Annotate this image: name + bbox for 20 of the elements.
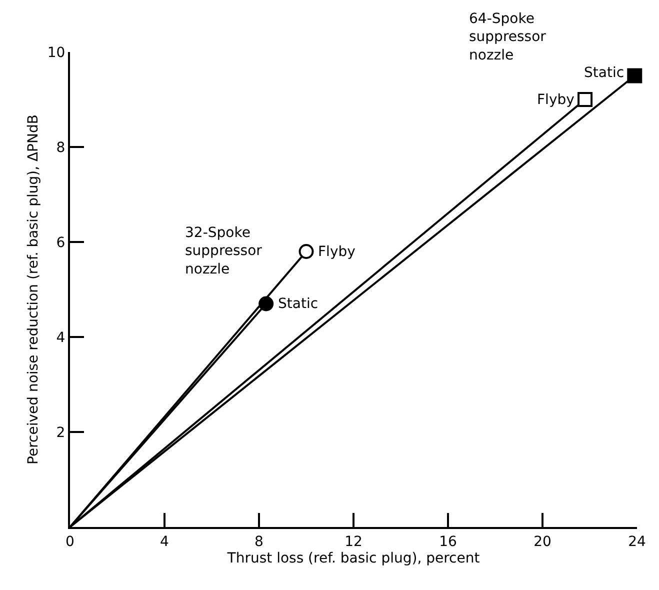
x-tick-label: 12 — [344, 534, 362, 550]
annotation: Flyby — [537, 92, 574, 108]
x-tick-label: 4 — [160, 534, 170, 550]
x-tick-label: 0 — [66, 534, 74, 550]
annotation: Static — [278, 296, 318, 312]
y-tick-label: 2 — [56, 424, 66, 441]
annotation: 64-Spoke suppressor nozzle — [469, 11, 546, 64]
x-axis-title: Thrust loss (ref. basic plug), percent — [226, 550, 480, 567]
y-tick-label: 10 — [47, 44, 66, 61]
y-tick-label: 8 — [56, 140, 66, 156]
y-axis-title: Perceived noise reduction (ref. basic plug), ΔPNdB — [25, 114, 42, 464]
annotation: Static — [584, 65, 624, 81]
y-tick-label: 6 — [56, 234, 66, 251]
x-tick-label: 8 — [254, 534, 264, 550]
annotation: Flyby — [318, 244, 356, 260]
x-tick-label: 24 — [628, 534, 646, 550]
annotation: 32-Spoke suppressor nozzle — [185, 225, 262, 278]
x-tick-label: 20 — [534, 534, 552, 550]
y-tick-label: 4 — [56, 330, 66, 346]
x-tick-label: 16 — [439, 534, 457, 550]
